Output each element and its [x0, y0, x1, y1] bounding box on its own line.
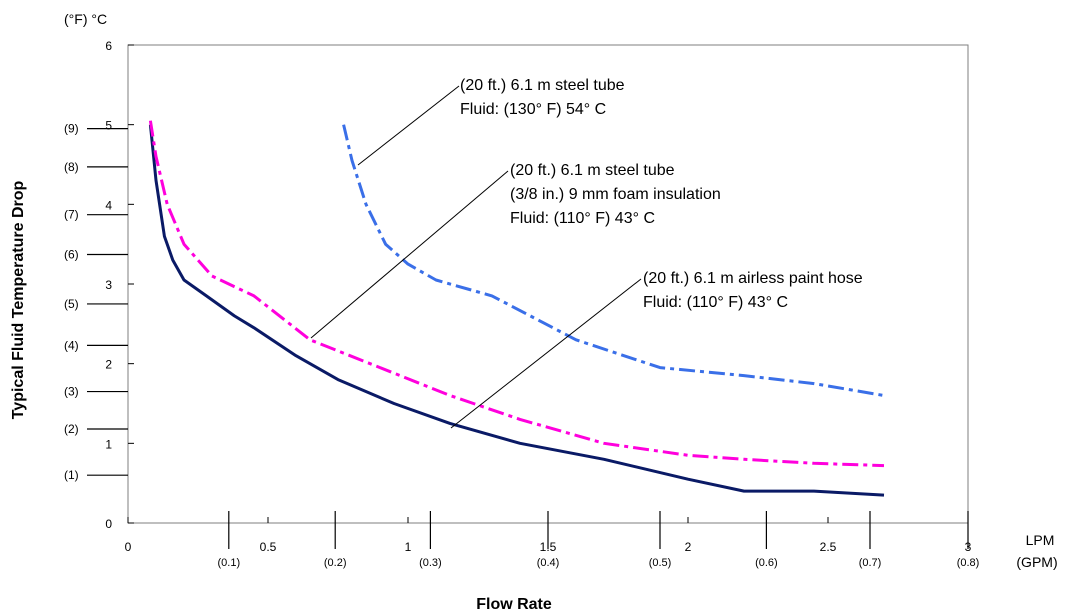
- annotation-text: Fluid: (110° F) 43° C: [510, 210, 655, 227]
- series-line-1: [148, 124, 885, 497]
- y-tick-label: 2: [105, 358, 112, 372]
- x-tick-label: 1: [405, 540, 412, 554]
- x-tick-label: 2: [685, 540, 692, 554]
- annotation-leader-line: [450, 278, 642, 429]
- y-fahrenheit-tick-label: (6): [64, 248, 79, 262]
- y-fahrenheit-tick-label: (2): [64, 422, 79, 436]
- y-axis-ticks: 0 1 2 3 4 5 6: [105, 39, 134, 531]
- y-unit-label: (°F) °C: [64, 11, 107, 27]
- y-tick-label: 3: [105, 278, 112, 292]
- annotation-leader-line: [310, 170, 509, 339]
- annotation-text: (20 ft.) 6.1 m airless paint hose: [643, 270, 863, 287]
- annotation-layer: (20 ft.) 6.1 m steel tube Fluid: (130° F)…: [310, 77, 863, 429]
- annotation-text: (20 ft.) 6.1 m steel tube: [460, 77, 625, 94]
- annotation-text: Fluid: (110° F) 43° C: [643, 294, 788, 311]
- x-unit-label-gpm: (GPM): [1016, 554, 1057, 570]
- x-gpm-tick-label: (0.2): [324, 557, 347, 569]
- y-fahrenheit-tick-label: (1): [64, 468, 79, 482]
- annotation-text: (20 ft.) 6.1 m steel tube: [510, 162, 675, 179]
- y-axis-fahrenheit-ticks: (1) (2) (3) (4) (5) (6) (7) (8) (9): [64, 122, 128, 482]
- y-axis-title: Typical Fluid Temperature Drop: [10, 181, 27, 420]
- y-tick-label: 4: [105, 198, 112, 212]
- x-unit-label-lpm: LPM: [1026, 532, 1055, 548]
- x-axis-title: Flow Rate: [476, 596, 552, 613]
- y-tick-label: 6: [105, 39, 112, 53]
- y-fahrenheit-tick-label: (3): [64, 385, 79, 399]
- series-layer: [148, 120, 885, 497]
- x-gpm-tick-label: (0.8): [957, 557, 980, 569]
- y-tick-label: 1: [105, 437, 112, 451]
- x-tick-label: 0.5: [260, 540, 277, 554]
- y-tick-label: 5: [105, 119, 112, 133]
- y-fahrenheit-tick-label: (7): [64, 208, 79, 222]
- x-gpm-tick-label: (0.7): [859, 557, 882, 569]
- series-line-3: [342, 124, 885, 397]
- x-gpm-tick-label: (0.3): [419, 557, 442, 569]
- x-gpm-tick-label: (0.1): [217, 557, 240, 569]
- x-gpm-tick-label: (0.5): [649, 557, 672, 569]
- annotation-text: (3/8 in.) 9 mm foam insulation: [510, 186, 721, 203]
- x-tick-label: 2.5: [820, 540, 837, 554]
- x-gpm-tick-label: (0.4): [537, 557, 560, 569]
- y-fahrenheit-tick-label: (8): [64, 160, 79, 174]
- annotation-text: Fluid: (130° F) 54° C: [460, 101, 606, 118]
- y-fahrenheit-tick-label: (9): [64, 122, 79, 136]
- y-fahrenheit-tick-label: (4): [64, 338, 79, 352]
- x-gpm-tick-label: (0.6): [755, 557, 778, 569]
- y-fahrenheit-tick-label: (5): [64, 297, 79, 311]
- x-axis-gpm-ticks: (0.1) (0.2) (0.3) (0.4) (0.5) (0.6) (0.7) (0.8): [217, 511, 979, 569]
- series-line-2: [148, 120, 885, 468]
- y-tick-label: 0: [105, 517, 112, 531]
- x-tick-label: 0: [125, 540, 132, 554]
- annotation-leader-line: [357, 85, 460, 166]
